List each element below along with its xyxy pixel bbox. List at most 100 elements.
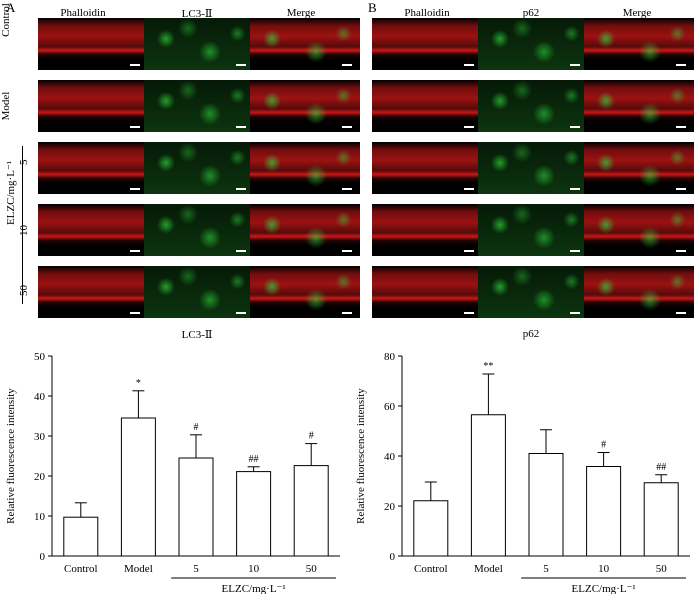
panel-a-micrograph-1-1 <box>144 80 254 132</box>
scale-bar <box>236 126 246 128</box>
scale-bar <box>130 250 140 252</box>
panel-a-micrograph-2-4 <box>250 266 360 318</box>
panel-b-micrograph-2-1 <box>584 80 694 132</box>
panel-a-micrograph-0-0 <box>38 18 148 70</box>
panel-a-row-label-5: 5 <box>18 159 30 166</box>
chart-p62-x-tick-label: Control <box>414 563 448 575</box>
chart-lc3-y-tick-label: 30 <box>34 431 46 443</box>
chart-p62-y-tick-label: 60 <box>384 401 396 413</box>
panel-a-row-label-model: Model <box>0 91 12 121</box>
chart-p62-x-tick-label: 5 <box>543 563 549 575</box>
chart-lc3-significance-mark: # <box>194 422 199 433</box>
panel-a-micrograph-1-3 <box>144 204 254 256</box>
panel-a-micrograph-1-0 <box>144 18 254 70</box>
scale-bar <box>464 64 474 66</box>
panel-a-row-label-10: 10 <box>18 225 30 236</box>
panel-a-micrograph-0-4 <box>38 266 148 318</box>
chart-p62-bar <box>643 482 679 557</box>
panel-a-letter: A <box>6 0 16 15</box>
chart-p62-bar <box>413 500 449 557</box>
chart-p62-x-tick-label: Model <box>474 563 503 575</box>
panel-a-col-header-lc3: LC3-Ⅱ <box>181 8 213 20</box>
scale-bar <box>130 64 140 66</box>
chart-lc3-bar <box>178 457 214 557</box>
scale-bar <box>570 250 580 252</box>
chart-p62-y-tick-label: 20 <box>384 501 396 513</box>
chart-lc3: 0 10 20 30 40 50 Relative fluorescence intensi… <box>5 351 340 594</box>
chart-lc3-y-tick-label: 20 <box>34 471 46 483</box>
chart-p62-significance-mark: ## <box>656 462 666 473</box>
chart-lc3-y-tick-label: 50 <box>34 351 46 363</box>
chart-p62-bar <box>586 466 622 557</box>
scale-bar <box>570 188 580 190</box>
chart-lc3-x-tick-label: 5 <box>193 563 199 575</box>
scale-bar <box>464 126 474 128</box>
scale-bar <box>130 126 140 128</box>
scale-bar <box>130 188 140 190</box>
panel-a-col-header-phalloidin: Phalloidin <box>60 7 106 19</box>
panel-b-micrograph-1-3 <box>478 204 588 256</box>
scale-bar <box>676 126 686 128</box>
panel-a-micrograph-1-4 <box>144 266 254 318</box>
panel-a-micrograph-0-1 <box>38 80 148 132</box>
panel-b-micrograph-0-2 <box>372 142 482 194</box>
panel-b-micrograph-0-0 <box>372 18 482 70</box>
chart-lc3-bar <box>293 465 329 557</box>
chart-lc3-x-tick-label: Model <box>124 563 153 575</box>
panel-b-caption: p62 <box>522 328 540 340</box>
chart-lc3-significance-mark: # <box>309 431 314 442</box>
scale-bar <box>342 188 352 190</box>
scale-bar <box>236 312 246 314</box>
panel-b-micrograph-1-1 <box>478 80 588 132</box>
chart-p62-y-tick-label: 40 <box>384 451 396 463</box>
panel-a-micrograph-2-3 <box>250 204 360 256</box>
scale-bar <box>464 250 474 252</box>
panel-a-row-label-50: 50 <box>18 285 30 296</box>
panel-a-caption: LC3-Ⅱ <box>181 329 213 341</box>
scale-bar <box>342 64 352 66</box>
chart-lc3-x-tick-label: 10 <box>248 563 260 575</box>
chart-p62-significance-mark: # <box>601 440 606 451</box>
chart-lc3-bar <box>120 417 156 557</box>
scale-bar <box>342 312 352 314</box>
panel-b-micrograph-0-3 <box>372 204 482 256</box>
chart-lc3-x-tick-label: 50 <box>306 563 318 575</box>
chart-p62-x-tick-label: 50 <box>656 563 668 575</box>
panel-b-micrograph-0-1 <box>372 80 482 132</box>
scale-bar <box>676 188 686 190</box>
panel-a-col-header-merge: Merge <box>286 7 316 19</box>
panel-a-micrograph-0-2 <box>38 142 148 194</box>
panel-b-micrograph-2-4 <box>584 266 694 318</box>
scale-bar <box>676 312 686 314</box>
chart-p62: 0 20 40 60 80 Relative fluorescence intensity… <box>355 351 690 594</box>
scale-bar <box>236 250 246 252</box>
chart-lc3-y-tick-label: 10 <box>34 511 46 523</box>
scale-bar <box>342 126 352 128</box>
panel-a-micrograph-0-3 <box>38 204 148 256</box>
chart-lc3-significance-mark: * <box>136 378 141 389</box>
panel-a-micrograph-1-2 <box>144 142 254 194</box>
scale-bar <box>464 188 474 190</box>
scale-bar <box>130 312 140 314</box>
panel-a-group-label: ELZC/mg·L⁻¹ <box>5 160 17 226</box>
panel-b-micrograph-1-0 <box>478 18 588 70</box>
chart-p62-significance-mark: ** <box>483 361 493 372</box>
panel-a-micrograph-2-1 <box>250 80 360 132</box>
scale-bar <box>676 250 686 252</box>
chart-lc3-x-tick-label: Control <box>64 563 98 575</box>
chart-lc3-y-tick-label: 40 <box>34 391 46 403</box>
panel-b-micrograph-1-2 <box>478 142 588 194</box>
scale-bar <box>570 126 580 128</box>
panel-b-micrograph-2-0 <box>584 18 694 70</box>
chart-p62-y-axis-label: Relative fluorescence intensity <box>355 388 367 524</box>
chart-lc3-significance-mark: ## <box>249 454 259 465</box>
panel-b-letter: B <box>368 0 377 15</box>
chart-lc3-y-tick-label: 0 <box>40 551 46 563</box>
scale-bar <box>676 64 686 66</box>
chart-p62-x-tick-label: 10 <box>598 563 610 575</box>
panel-b-micrograph-1-4 <box>478 266 588 318</box>
chart-p62-y-tick-label: 80 <box>384 351 396 363</box>
panel-b-col-header-phalloidin: Phalloidin <box>404 7 450 19</box>
chart-lc3-bar <box>63 516 99 557</box>
scale-bar <box>236 188 246 190</box>
